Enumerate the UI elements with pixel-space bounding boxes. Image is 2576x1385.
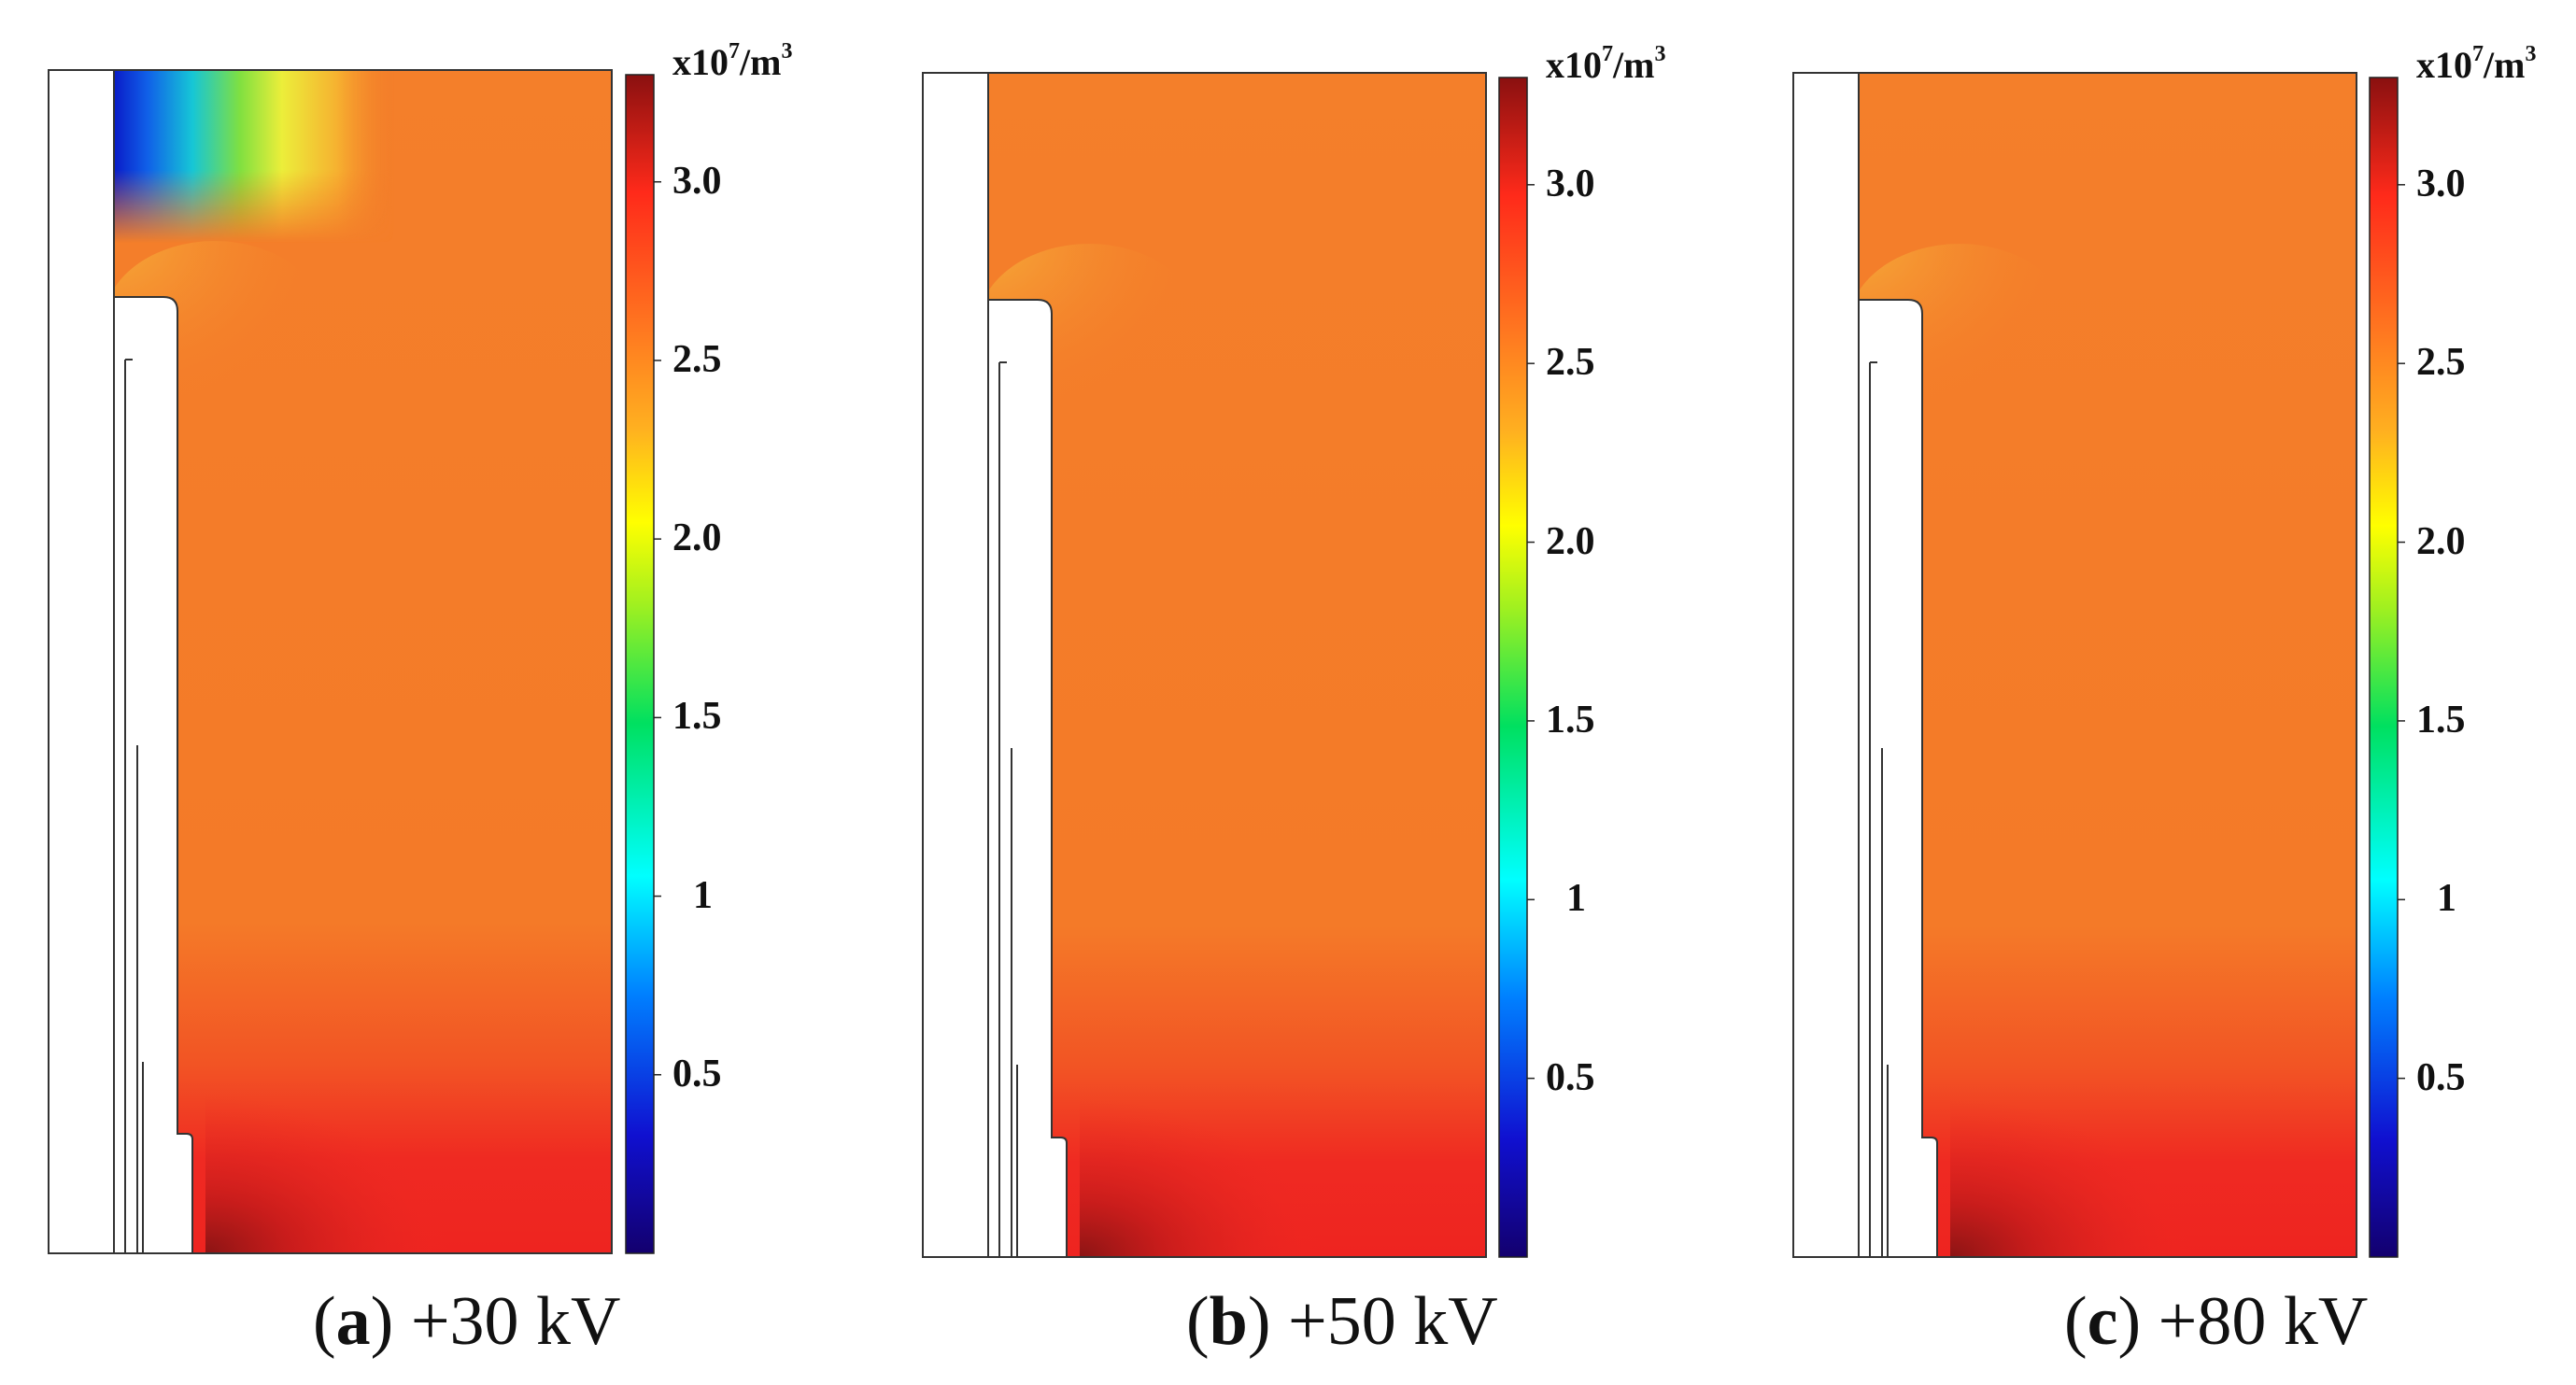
panel-b-colorbar-unit: x107/m3 — [1546, 43, 1665, 86]
panel-c-caption: (c) +80 kV — [2064, 1283, 2369, 1360]
panel-b-tick-label: 1.5 — [1546, 698, 1595, 742]
panel-a-tick-label: 3.0 — [672, 159, 722, 203]
panel-c — [1792, 72, 2405, 1258]
panel-a-tick-label: 1 — [693, 873, 713, 917]
panel-a-electrode — [113, 296, 193, 1254]
panel-b-caption: (b) +50 kV — [1186, 1283, 1498, 1360]
panel-c-dielectric — [1792, 72, 1860, 1258]
panel-c-hot-spot — [1950, 1098, 2193, 1257]
panel-c-colorbar — [2369, 77, 2399, 1258]
panel-b-tick-label: 3.0 — [1546, 162, 1595, 205]
panel-c-tick-label: 0.5 — [2416, 1055, 2466, 1099]
unit-tail: /m — [2484, 44, 2526, 86]
panel-a-tick-label: 0.5 — [672, 1052, 722, 1095]
panel-c-voltage: +80 kV — [2158, 1283, 2369, 1360]
unit-base: x10 — [2416, 44, 2472, 86]
panel-a-tick-label: 2.0 — [672, 516, 722, 560]
unit-exp: 7 — [2472, 42, 2484, 66]
panel-b — [922, 72, 1535, 1258]
unit-tail: /m — [1613, 44, 1655, 86]
unit-tail: /m — [740, 41, 782, 83]
panel-c-frame — [1792, 72, 2357, 1258]
panel-c-letter: c — [2087, 1283, 2118, 1360]
panel-b-tick-label: 2.0 — [1546, 519, 1595, 563]
unit-base: x10 — [1546, 44, 1602, 86]
panel-b-dielectric — [922, 72, 989, 1258]
panel-c-colorbar-unit: x107/m3 — [2416, 43, 2536, 86]
panel-b-voltage: +50 kV — [1287, 1283, 1498, 1360]
panel-c-electrode — [1858, 299, 1938, 1258]
panel-a-colorbar — [625, 74, 655, 1254]
panel-a-voltage: +30 kV — [410, 1283, 621, 1360]
panel-b-colorbar — [1498, 77, 1528, 1258]
panel-b-frame — [922, 72, 1487, 1258]
panel-a-hot-spot — [205, 1095, 448, 1253]
panel-a-dielectric — [48, 69, 115, 1254]
panel-a-tick-label: 2.5 — [672, 337, 722, 381]
panel-b-tick-label: 0.5 — [1546, 1055, 1595, 1099]
panel-a-letter: a — [335, 1283, 371, 1360]
unit-base: x10 — [672, 41, 729, 83]
panel-c-tick-label: 1.5 — [2416, 698, 2466, 742]
panel-b-letter: b — [1209, 1283, 1248, 1360]
panel-a-tick-label: 1.5 — [672, 695, 722, 739]
panel-a-colorbar-unit: x107/m3 — [672, 40, 792, 83]
panel-c-tick-label: 3.0 — [2416, 162, 2466, 205]
unit-tail-exp: 3 — [1654, 42, 1666, 66]
unit-tail-exp: 3 — [2525, 42, 2537, 66]
panel-b-hot-spot — [1080, 1098, 1323, 1257]
panel-c-tick-label: 2.5 — [2416, 341, 2466, 385]
panel-b-tick-label: 2.5 — [1546, 341, 1595, 385]
panel-a — [48, 69, 661, 1254]
panel-c-tick-label: 2.0 — [2416, 519, 2466, 563]
unit-tail-exp: 3 — [781, 39, 793, 64]
unit-exp: 7 — [729, 39, 740, 64]
panel-b-electrode — [987, 299, 1068, 1258]
panel-b-tick-label: 1 — [1566, 877, 1586, 921]
panel-c-tick-label: 1 — [2437, 877, 2456, 921]
panel-a-caption: (a) +30 kV — [313, 1283, 621, 1360]
unit-exp: 7 — [1602, 42, 1613, 66]
panel-a-frame — [48, 69, 613, 1254]
